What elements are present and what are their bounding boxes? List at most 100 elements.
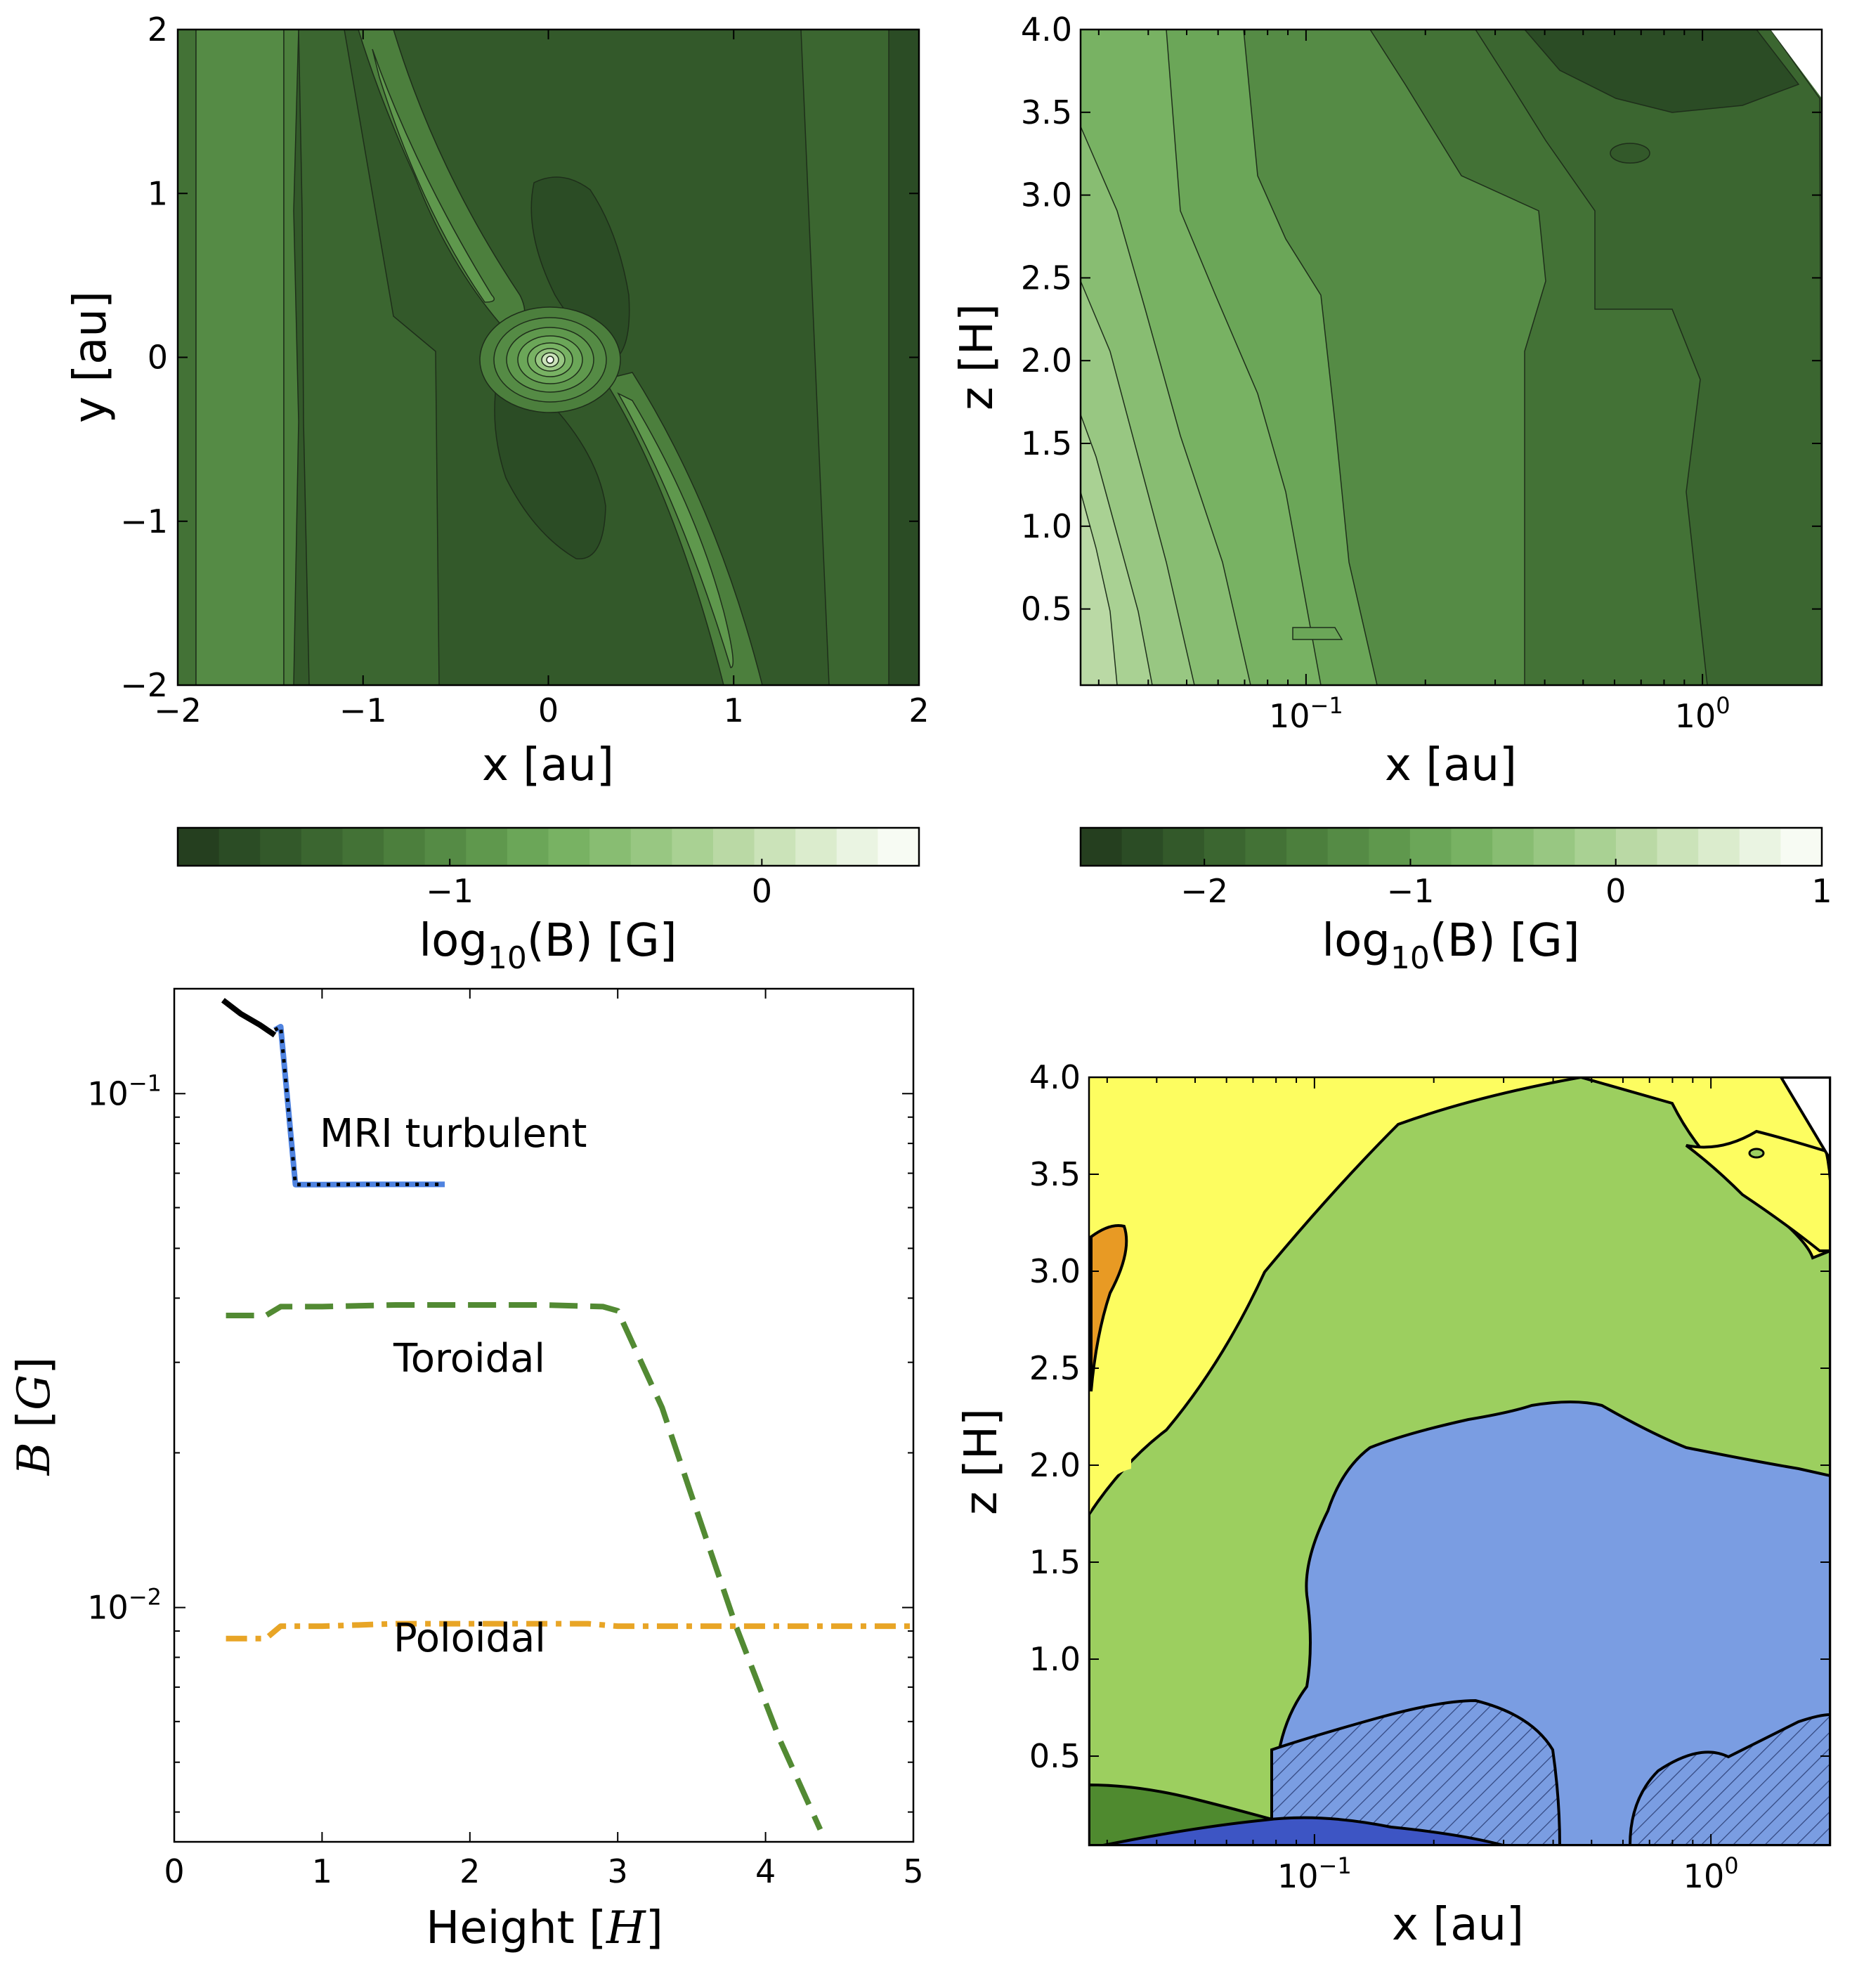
y-tick-label: 1.0 [1029,1640,1081,1678]
colorbar-swatch [301,828,343,866]
axis-ticks-bottom-left: 0 1 2 3 4 5 10−1 10−2 [87,989,924,1890]
y-tick-label: 2.5 [1029,1349,1081,1387]
y-tick-label: 3.5 [1021,93,1072,131]
colorbar-top-right: −2 −1 0 1 log10(B) [G] [1079,826,1832,976]
y-tick-label: 4.0 [1021,11,1072,48]
colorbar-swatch [1327,828,1369,866]
axes-frame-top-right [1079,28,1823,687]
colorbar-swatch [1780,828,1823,866]
x-tick-label: 1 [724,691,744,729]
annotation-poloidal: Poloidal [393,1616,546,1661]
colorbar-swatch [1575,828,1617,866]
colorbar-swatch [712,828,755,866]
y-tick-label: 3.0 [1021,176,1072,214]
y-tick-label: 1.0 [1021,507,1072,545]
colorbar-swatch [836,828,878,866]
y-axis-label-bottom-left: B [G] [8,1357,60,1476]
colorbar-swatch [1533,828,1575,866]
colorbar-swatch [672,828,714,866]
colorbar-swatch [589,828,632,866]
x-tick-label: 2 [908,691,929,729]
x-tick-label: 100 [1683,1852,1739,1895]
y-tick-label: 2.0 [1029,1446,1081,1484]
y-tick-label: 10−1 [87,1070,162,1112]
x-tick-label: 3 [608,1852,628,1890]
colorbar-swatch [1369,828,1411,866]
colorbar-swatch [878,828,920,866]
axis-ticks-bottom-right: 10−1 100 0.5 1.0 1.5 2.0 2.5 3.0 3.5 4.0 [1029,1058,1831,1895]
colorbar-tick-label: 0 [1605,872,1626,910]
colorbar-swatch [1657,828,1699,866]
y-tick-label: 4.0 [1029,1058,1081,1096]
y-tick-label: 1.5 [1029,1543,1081,1581]
colorbar-swatch [1081,828,1123,866]
x-tick-label: 100 [1675,692,1730,735]
colorbar-tick-label: −2 [1180,872,1228,910]
y-tick-label: 3.0 [1029,1252,1081,1290]
colorbar-swatch [1409,828,1452,866]
colorbar-swatch [795,828,837,866]
x-axis-label-top-left: x [au] [482,739,614,791]
colorbar-swatch [1121,828,1163,866]
colorbar-swatch [754,828,796,866]
colorbar-tick-label: −1 [426,872,474,910]
colorbar-swatches-top-right [1081,828,1823,866]
y-tick-label: 2 [148,11,168,48]
colorbar-swatch [507,828,549,866]
y-tick-label: 2.5 [1021,259,1072,297]
y-tick-label: 0.5 [1029,1737,1081,1775]
colorbar-swatch [1615,828,1658,866]
colorbar-swatch [466,828,508,866]
contour-field-top-left [178,30,919,685]
y-tick-label: −1 [120,502,168,540]
axis-ticks-top-right: 10−1 100 0.5 1.0 1.5 2.0 2.5 3.0 3.5 4.0 [1021,11,1823,735]
y-tick-label: 10−2 [87,1584,162,1627]
y-axis-label-top-left: y [au] [65,291,117,423]
colorbar-swatch [1492,828,1534,866]
colorbar-ticks-top-left: −1 0 [426,859,772,910]
colorbar-swatch [1245,828,1287,866]
colorbar-swatch [1286,828,1329,866]
y-axis-label-bottom-right: z [H] [956,1408,1008,1515]
y-tick-label: −2 [120,666,168,704]
y-tick-label: 1.5 [1021,424,1072,462]
colorbar-tick-label: 1 [1811,872,1832,910]
x-tick-label: 0 [164,1852,184,1890]
colorbar-label-top-left: log10(B) [G] [419,915,677,976]
region-orange [1090,1224,1128,1392]
colorbar-tick-label: 0 [752,872,772,910]
region-hatched-right [1628,1713,1830,1845]
y-tick-label: 3.5 [1029,1155,1081,1193]
y-axis-label-top-right: z [H] [951,304,1003,410]
x-tick-label: 1 [312,1852,332,1890]
colorbar-swatch [1163,828,1205,866]
colorbar-label-top-right: log10(B) [G] [1322,915,1579,976]
series-line-poloidal [226,1620,913,1642]
panel-top-left: −2−2 −1 −1 0 0 1 1 2 2 x [au] y [au] [65,11,930,791]
colorbar-swatches-top-left [178,828,920,866]
y-tick-label: 1 [148,174,168,212]
colorbar-tick-label: −1 [1387,872,1435,910]
panel-top-right: 10−1 100 0.5 1.0 1.5 2.0 2.5 3.0 3.5 4.0 x [au] z… [951,11,1823,791]
colorbar-swatch [1739,828,1781,866]
panel-bottom-right: 10−1 100 0.5 1.0 1.5 2.0 2.5 3.0 3.5 4.0 x [au] z… [956,1058,1832,1951]
x-axis-label-bottom-right: x [au] [1392,1899,1524,1951]
colorbar-swatch [1451,828,1493,866]
colorbar-swatch [384,828,426,866]
y-tick-label: 0 [148,339,168,377]
colorbar-swatch [342,828,384,866]
colorbar-swatch [630,828,672,866]
colorbar-swatch [424,828,467,866]
series-line-mri-turbulent [221,998,277,1038]
line-series-group [221,998,913,1831]
x-tick-label: −1 [339,691,387,729]
annotation-toroidal: Toroidal [393,1336,545,1382]
x-tick-label: −2 [154,691,202,729]
colorbar-swatch [1698,828,1740,866]
series-line-toroidal [226,1302,823,1831]
region-dark-blue [1102,1816,1504,1845]
x-axis-label-top-right: x [au] [1385,739,1517,791]
region-map-bottom-right [1089,1077,1830,1845]
x-axis-label-bottom-left: Height [H] [426,1902,663,1954]
